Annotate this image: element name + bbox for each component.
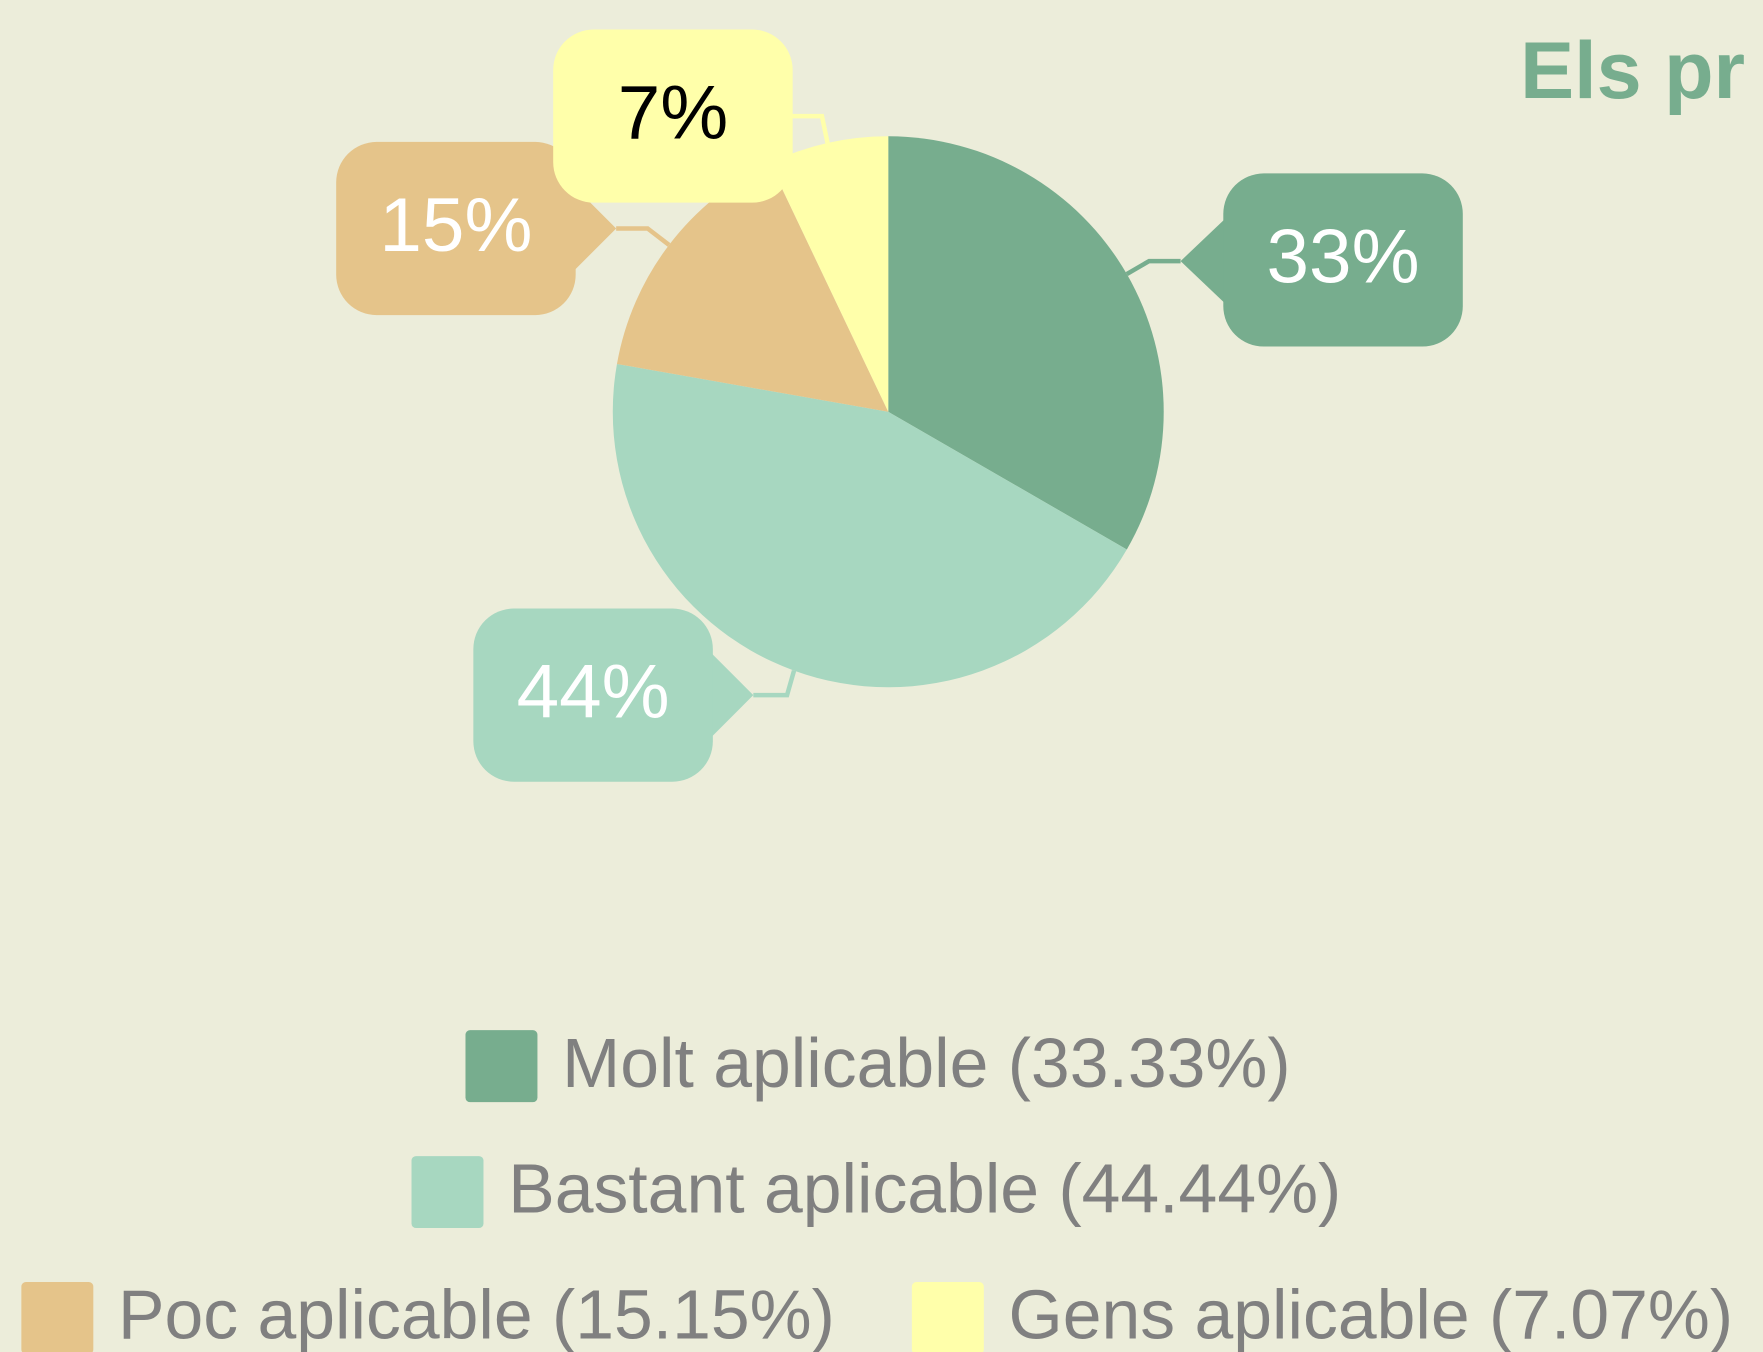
data-label: 44% (517, 650, 670, 735)
legend-label: Poc aplicable (15.15%) (118, 1276, 835, 1352)
legend-label: Bastant aplicable (44.44%) (508, 1150, 1341, 1228)
pie-slice (888, 136, 1164, 550)
connector (1125, 258, 1181, 276)
connector (789, 113, 830, 144)
data-label: 15% (379, 183, 532, 268)
callout-box (553, 29, 793, 203)
legend-swatch (465, 1030, 538, 1103)
pie-slice (769, 136, 889, 412)
data-label: 33% (1267, 214, 1420, 299)
legend-swatch (911, 1282, 984, 1352)
legend-label: Gens aplicable (7.07%) (1009, 1276, 1734, 1352)
connector (753, 670, 797, 698)
callout-box (336, 141, 576, 316)
callout-pointer (573, 185, 617, 272)
connector (616, 226, 671, 247)
callout-pointer (1180, 218, 1226, 304)
chart-title: Els pr (1520, 26, 1745, 116)
data-label: 7% (618, 71, 728, 156)
legend-swatch (411, 1156, 484, 1229)
callout-box (473, 608, 713, 782)
legend-label: Molt aplicable (33.33%) (562, 1024, 1290, 1102)
callout-box (1223, 173, 1463, 347)
pie-slice (616, 163, 889, 412)
legend-swatch (21, 1282, 94, 1352)
pie-slice (612, 363, 1127, 688)
callout-pointer (710, 652, 754, 738)
